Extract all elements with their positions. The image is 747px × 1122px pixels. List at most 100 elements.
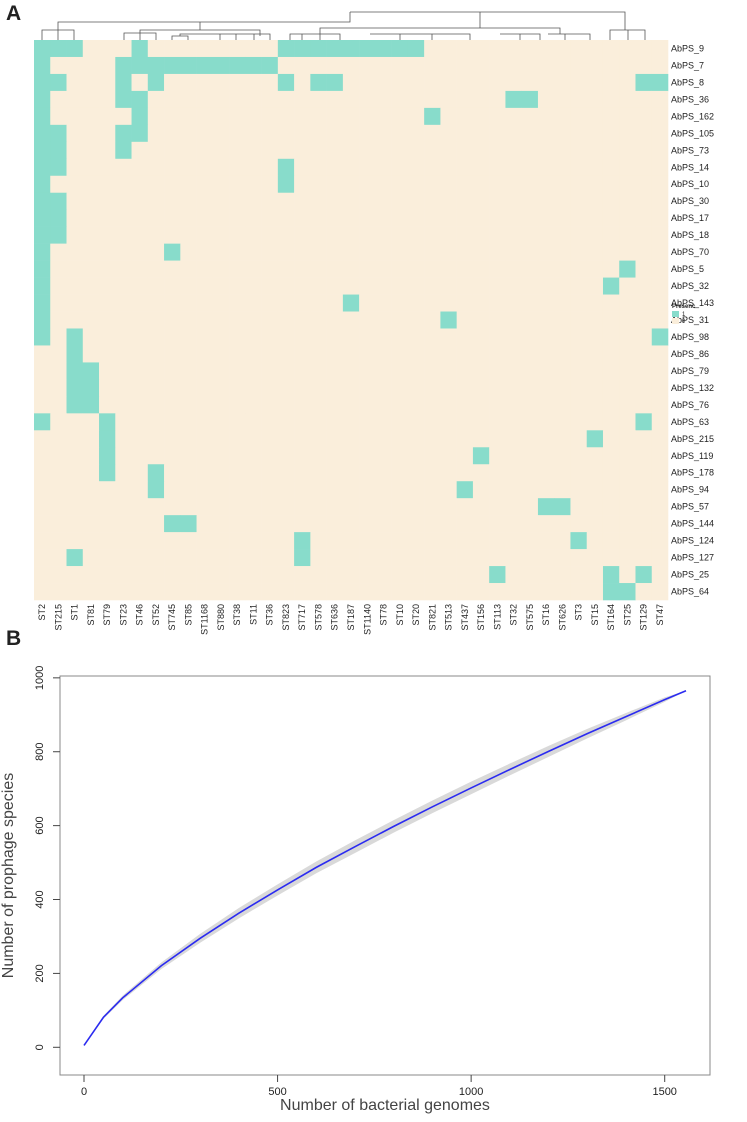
heat-cell [554, 56, 571, 75]
heat-cell [147, 56, 165, 75]
heat-cell [342, 243, 360, 261]
heat-cell [521, 447, 539, 465]
heat-cell [619, 107, 636, 126]
heat-cell [310, 498, 327, 516]
heat-cell [456, 107, 474, 126]
heat-cell [586, 311, 604, 329]
heat-cell [66, 532, 84, 550]
heat-cell [131, 447, 149, 465]
column-label: ST626 [557, 604, 567, 631]
heat-cell [635, 311, 653, 329]
heat-cell [521, 583, 539, 601]
heat-cell [294, 515, 311, 533]
heat-cell [440, 243, 457, 261]
heat-cell [602, 90, 620, 109]
heat-cell [619, 549, 636, 567]
heat-cell [635, 498, 653, 516]
heat-cell [424, 549, 441, 567]
heat-cell [212, 362, 230, 380]
heat-cell [440, 294, 457, 312]
heat-cell [472, 226, 490, 244]
heat-cell [115, 566, 132, 584]
heat-cell [407, 90, 425, 109]
column-label: ST823 [281, 604, 291, 631]
heat-cell [212, 260, 230, 278]
heat-cell [537, 328, 555, 346]
heat-cell [359, 430, 376, 448]
heat-cell [440, 56, 457, 75]
column-label: ST215 [53, 604, 63, 631]
heat-cell [164, 430, 181, 448]
heat-cell [537, 226, 555, 244]
heat-cell [229, 447, 246, 465]
heat-cell [554, 362, 571, 380]
heat-cell [277, 549, 295, 567]
heat-cell [424, 56, 441, 75]
heat-cell [229, 141, 246, 160]
heat-cell [602, 396, 620, 414]
heat-cell [294, 73, 311, 92]
heat-cell [537, 243, 555, 261]
heat-cell [375, 209, 392, 227]
heat-cell [164, 141, 181, 160]
heat-cell [391, 175, 409, 194]
heat-cell [99, 40, 116, 58]
heat-cell [602, 549, 620, 567]
heat-cell [294, 175, 311, 194]
heat-cell [66, 498, 84, 516]
heat-cell [115, 362, 132, 380]
heat-cell [440, 90, 457, 109]
heat-cell [34, 549, 51, 567]
heat-cell [50, 90, 67, 109]
heat-cell [310, 277, 327, 295]
heat-cell [635, 243, 653, 261]
heat-cell [164, 124, 181, 143]
heat-cell [147, 192, 165, 210]
heat-cell [34, 311, 51, 329]
heat-cell [619, 464, 636, 482]
heat-cell [635, 107, 653, 126]
heat-cell [131, 277, 149, 295]
heat-cell [489, 277, 506, 295]
heat-cell [602, 413, 620, 431]
heat-cell [115, 209, 132, 227]
heat-cell [196, 158, 214, 177]
heat-cell [391, 532, 409, 550]
heat-cell [294, 90, 311, 109]
heat-cell [424, 311, 441, 329]
heat-cell [294, 396, 311, 414]
heat-cell [472, 311, 490, 329]
heat-cell [180, 549, 197, 567]
heat-cell [342, 311, 360, 329]
heat-cell [602, 294, 620, 312]
heat-cell [407, 447, 425, 465]
heat-cell [586, 226, 604, 244]
heat-cell [342, 447, 360, 465]
heat-cell [294, 40, 311, 58]
heat-cell [440, 175, 457, 194]
heat-cell [602, 209, 620, 227]
heat-cell [521, 396, 539, 414]
heat-cell [212, 192, 230, 210]
heat-cell [489, 447, 506, 465]
heat-cell [391, 379, 409, 397]
heat-cell [537, 40, 555, 58]
heat-cell [294, 56, 311, 75]
heat-cell [472, 396, 490, 414]
heat-cell [115, 107, 132, 126]
heat-cell [635, 175, 653, 194]
heat-cell [310, 40, 327, 58]
heat-cell [326, 362, 344, 380]
heat-cell [456, 396, 474, 414]
heat-cell [66, 209, 84, 227]
heat-cell [570, 549, 588, 567]
heat-cell [521, 158, 539, 177]
heat-cell [294, 362, 311, 380]
heat-cell [375, 260, 392, 278]
heat-cell [407, 481, 425, 499]
heat-cell [131, 430, 149, 448]
heat-cell [99, 73, 116, 92]
heat-cell [407, 328, 425, 346]
heat-cell [472, 243, 490, 261]
heat-cell [229, 40, 246, 58]
